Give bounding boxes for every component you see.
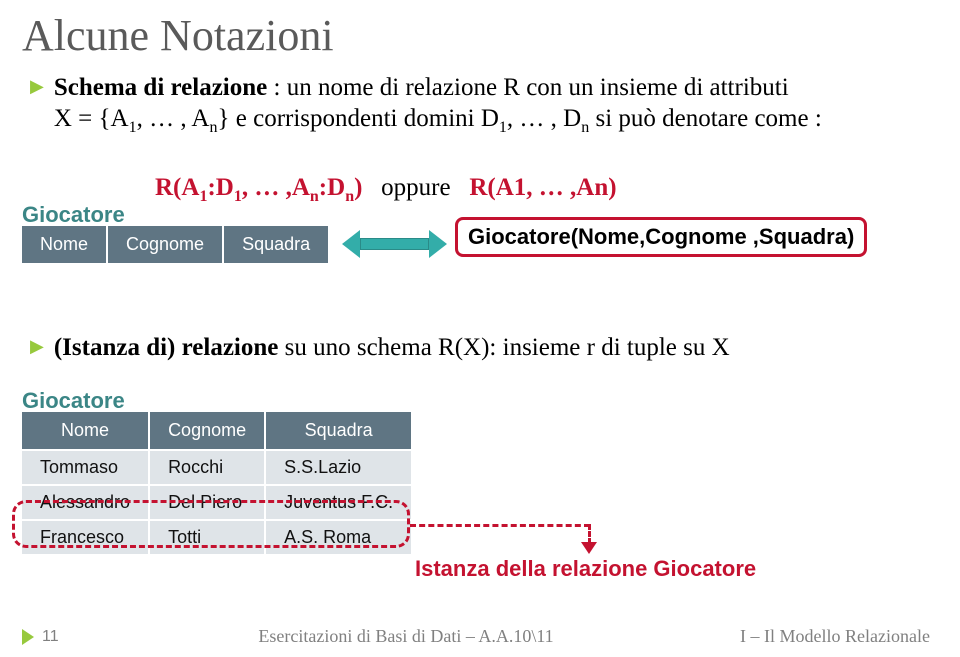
bullet-arrow-icon: ▶ bbox=[30, 76, 44, 97]
n-ra: R(A bbox=[155, 174, 199, 201]
notation-line: R(A1:D1, … ,An:Dn) oppure R(A1, … ,An) bbox=[155, 174, 617, 206]
schema-col-cognome: Cognome bbox=[107, 226, 223, 263]
oppure: oppure bbox=[381, 174, 450, 201]
notation-red-2: R(A1, … ,An) bbox=[469, 174, 616, 201]
b1-l2e: si può denotare come : bbox=[589, 105, 822, 132]
sub-1a: 1 bbox=[129, 119, 137, 136]
notation-red-1: R(A1:D1, … ,An:Dn) bbox=[155, 174, 369, 201]
bold-istanza: (Istanza di) relazione bbox=[54, 334, 279, 361]
page-number: 11 bbox=[42, 628, 72, 646]
bullet-1: ▶ Schema di relazione : un nome di relaz… bbox=[30, 72, 920, 138]
inst-col-cognome: Cognome bbox=[149, 412, 265, 450]
n-dn: :D bbox=[319, 174, 345, 201]
cell: Rocchi bbox=[149, 450, 265, 485]
footer-center: Esercitazioni di Basi di Dati – A.A.10\1… bbox=[72, 626, 740, 647]
inst-col-nome: Nome bbox=[22, 412, 149, 450]
giocatore-label-1: Giocatore bbox=[22, 202, 125, 228]
dashed-arrow-v bbox=[588, 524, 591, 544]
bullet-2: ▶ (Istanza di) relazione su uno schema R… bbox=[30, 332, 920, 363]
n-close: ) bbox=[354, 174, 362, 201]
b1-l2c: } e corrispondenti domini D bbox=[218, 105, 499, 132]
bullet-1-text: Schema di relazione : un nome di relazio… bbox=[54, 72, 822, 138]
bullet-arrow-icon-2: ▶ bbox=[30, 336, 44, 357]
double-arrow-icon bbox=[342, 230, 447, 258]
dashed-arrow-h bbox=[410, 524, 590, 527]
footer: 11 Esercitazioni di Basi di Dati – A.A.1… bbox=[0, 626, 960, 647]
table-header-row: Nome Cognome Squadra bbox=[22, 412, 411, 450]
b1-rest: : un nome di relazione R con un insieme … bbox=[267, 74, 788, 101]
b2-rest: su uno schema R(X): insieme r di tuple s… bbox=[278, 334, 729, 361]
cell: Tommaso bbox=[22, 450, 149, 485]
inst-col-squadra: Squadra bbox=[265, 412, 411, 450]
bold-schema: Schema di relazione bbox=[54, 74, 267, 101]
bullet-2-text: (Istanza di) relazione su uno schema R(X… bbox=[54, 332, 730, 363]
slide-title: Alcune Notazioni bbox=[22, 10, 334, 61]
schema-col-nome: Nome bbox=[22, 226, 107, 263]
cell: S.S.Lazio bbox=[265, 450, 411, 485]
giocatore-label-2: Giocatore bbox=[22, 388, 125, 414]
dashed-highlight-rect bbox=[12, 500, 410, 548]
b1-l2d: , … , D bbox=[507, 105, 581, 132]
b1-l2a: X = {A bbox=[54, 105, 129, 132]
dashed-arrow-head-icon bbox=[581, 542, 597, 554]
n-mid: , … ,A bbox=[242, 174, 310, 201]
sub-n-a: n bbox=[210, 119, 218, 136]
footer-arrow-icon bbox=[22, 629, 34, 645]
table-row: Tommaso Rocchi S.S.Lazio bbox=[22, 450, 411, 485]
schema-col-squadra: Squadra bbox=[223, 226, 328, 263]
b1-l2b: , … , A bbox=[137, 105, 210, 132]
sub-1b: 1 bbox=[499, 119, 507, 136]
schema-table: Nome Cognome Squadra bbox=[22, 226, 328, 263]
footer-right: I – Il Modello Relazionale bbox=[740, 626, 930, 647]
n-d1: :D bbox=[207, 174, 233, 201]
schema-rounded-box: Giocatore(Nome,Cognome ,Squadra) bbox=[455, 217, 867, 257]
instance-caption: Istanza della relazione Giocatore bbox=[415, 556, 756, 582]
